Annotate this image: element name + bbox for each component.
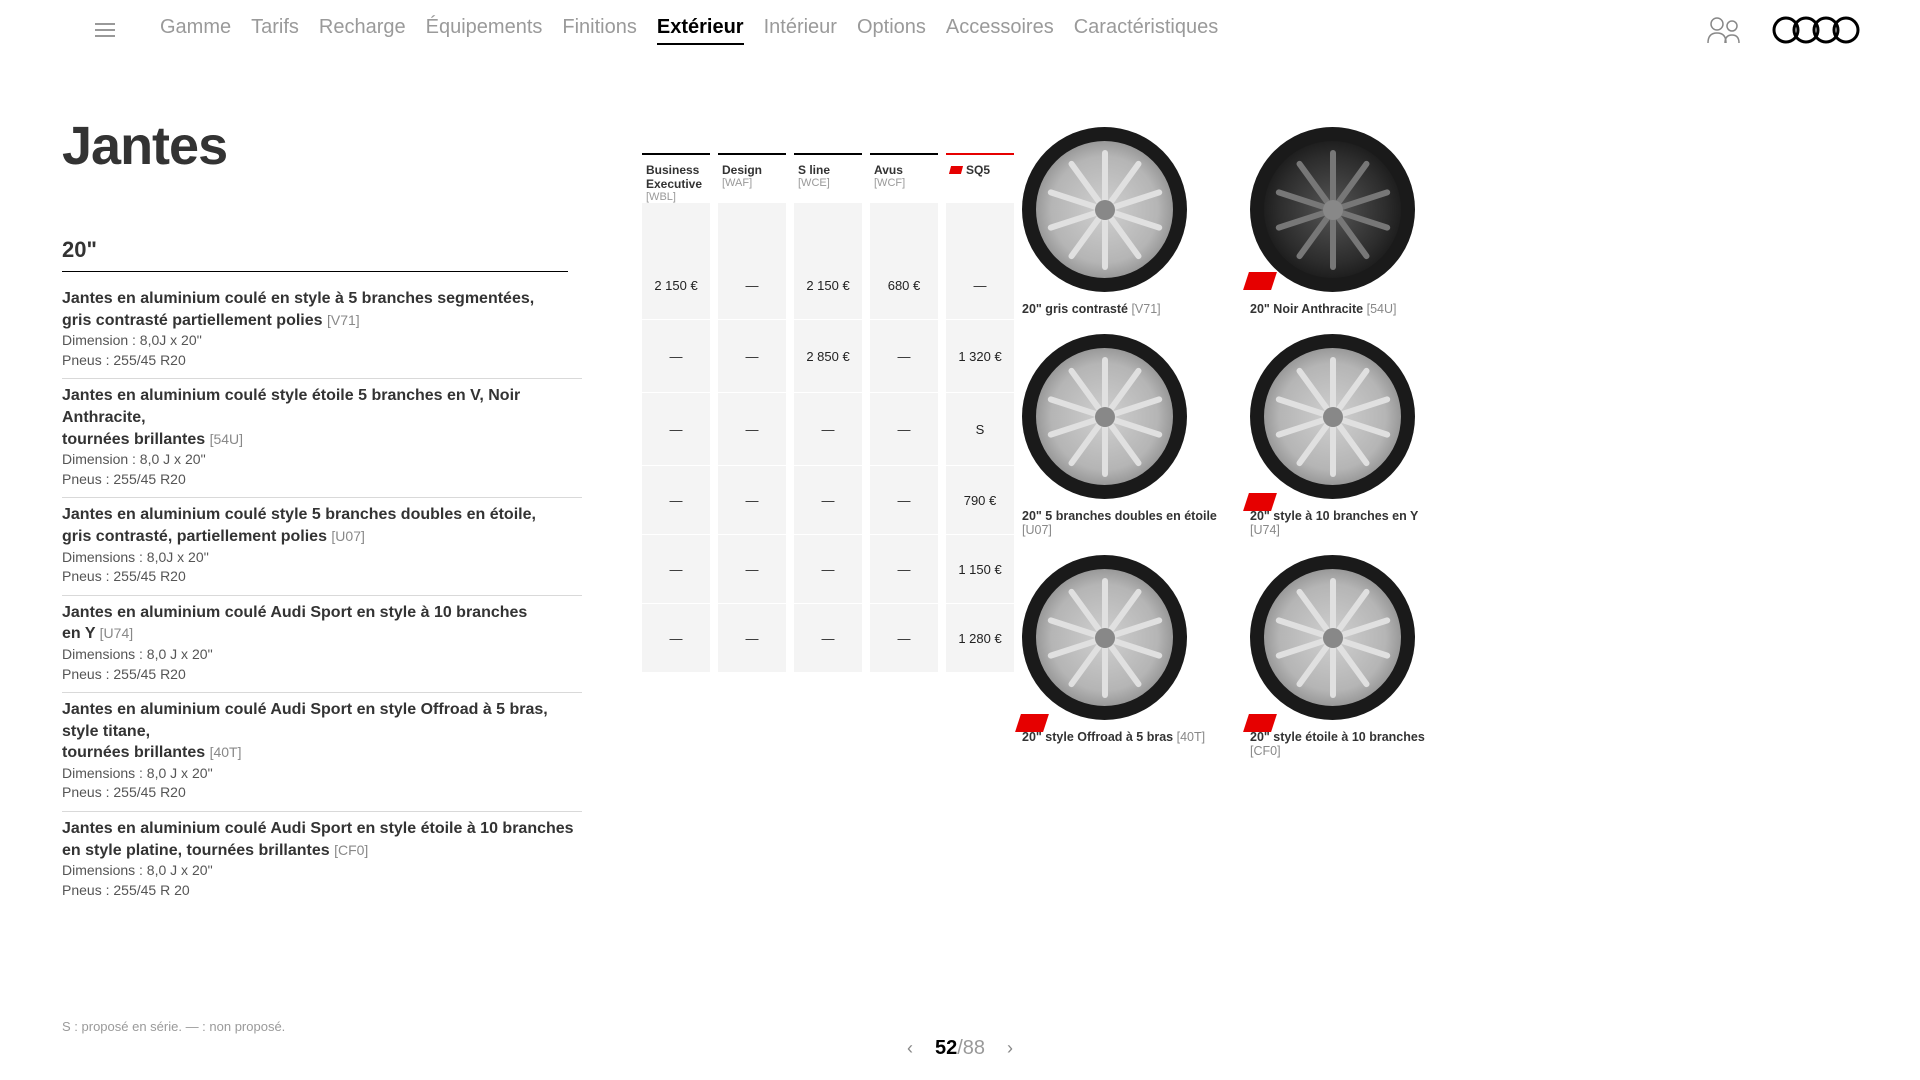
wheel-caption: 20" Noir Anthracite [54U] xyxy=(1250,302,1450,316)
price-cell: — xyxy=(870,466,938,534)
nav-item-accessoires[interactable]: Accessoires xyxy=(946,16,1054,45)
wheel-card: 20" 5 branches doubles en étoile [U07] xyxy=(1022,334,1222,537)
price-cell: — xyxy=(718,535,786,603)
wheel-image xyxy=(1250,127,1415,292)
page-indicator: 52/88 xyxy=(935,1037,985,1060)
option-row: Jantes en aluminium coulé en style à 5 b… xyxy=(62,282,582,379)
wheel-card: 20" gris contrasté [V71] xyxy=(1022,127,1222,316)
people-icon[interactable] xyxy=(1706,15,1742,45)
trim-header: S line[WCE] xyxy=(794,153,862,203)
nav-item-équipements[interactable]: Équipements xyxy=(426,16,543,45)
price-cell: — xyxy=(642,320,710,392)
wheel-caption: 20" gris contrasté [V71] xyxy=(1022,302,1222,316)
nav-item-caractéristiques[interactable]: Caractéristiques xyxy=(1074,16,1219,45)
current-page: 52 xyxy=(935,1037,957,1059)
price-cell: — xyxy=(794,604,862,672)
wheel-gallery: 20" gris contrasté [V71] 20" Noir Anthrac… xyxy=(1022,127,1450,758)
nav-item-gamme[interactable]: Gamme xyxy=(160,16,231,45)
nav-item-tarifs[interactable]: Tarifs xyxy=(251,16,299,45)
menu-icon[interactable] xyxy=(95,23,115,37)
sport-flag-icon xyxy=(1015,714,1049,732)
wheel-image xyxy=(1022,334,1187,499)
wheel-caption: 20" style étoile à 10 branches [CF0] xyxy=(1250,730,1450,758)
option-row: Jantes en aluminium coulé style 5 branch… xyxy=(62,498,582,595)
price-cell: 2 150 € xyxy=(642,251,710,319)
pager: ‹ 52/88 › xyxy=(907,1037,1013,1060)
size-underline xyxy=(62,271,568,272)
wheel-caption: 20" 5 branches doubles en étoile [U07] xyxy=(1022,509,1222,537)
price-cell: — xyxy=(642,535,710,603)
price-cell: — xyxy=(946,251,1014,319)
price-cell: 790 € xyxy=(946,466,1014,534)
price-cell: — xyxy=(642,604,710,672)
nav-item-intérieur[interactable]: Intérieur xyxy=(764,16,837,45)
wheel-image xyxy=(1022,555,1187,720)
price-cell: — xyxy=(870,604,938,672)
price-cell: — xyxy=(794,393,862,465)
price-cell: 1 320 € xyxy=(946,320,1014,392)
nav-items: Gamme Tarifs Recharge Équipements Finitions E… xyxy=(160,16,1218,45)
price-cell: 2 850 € xyxy=(794,320,862,392)
wheel-card: 20" style à 10 branches en Y [U74] xyxy=(1250,334,1450,537)
nav-item-recharge[interactable]: Recharge xyxy=(319,16,406,45)
price-cell: — xyxy=(870,320,938,392)
nav-item-options[interactable]: Options xyxy=(857,16,926,45)
sport-flag-icon xyxy=(1243,493,1277,511)
price-cell: — xyxy=(718,466,786,534)
trim-header: SQ5 xyxy=(946,153,1014,203)
price-cell: — xyxy=(870,393,938,465)
option-row: Jantes en aluminium coulé style étoile 5… xyxy=(62,379,582,498)
price-cell: — xyxy=(794,466,862,534)
wheel-card: 20" style étoile à 10 branches [CF0] xyxy=(1250,555,1450,758)
trim-column: BusinessExecutive[WBL]2 150 €————— xyxy=(642,153,710,673)
price-cell: — xyxy=(642,393,710,465)
legend-text: S : proposé en série. — : non proposé. xyxy=(62,1019,285,1034)
prev-page-icon[interactable]: ‹ xyxy=(907,1038,913,1059)
option-row: Jantes en aluminium coulé Audi Sport en … xyxy=(62,596,582,693)
option-row: Jantes en aluminium coulé Audi Sport en … xyxy=(62,693,582,812)
price-cell: 1 280 € xyxy=(946,604,1014,672)
price-columns: BusinessExecutive[WBL]2 150 €—————Design… xyxy=(642,153,1014,673)
page-content: Jantes BusinessExecutive[WBL]2 150 €————… xyxy=(62,115,1858,908)
description-column: Jantes en aluminium coulé en style à 5 b… xyxy=(62,282,582,908)
price-cell: — xyxy=(642,466,710,534)
trim-header: Design[WAF] xyxy=(718,153,786,203)
wheel-card: 20" style Offroad à 5 bras [40T] xyxy=(1022,555,1222,758)
price-cell: — xyxy=(718,393,786,465)
trim-header: Avus[WCF] xyxy=(870,153,938,203)
price-cell: 1 150 € xyxy=(946,535,1014,603)
option-row: Jantes en aluminium coulé Audi Sport en … xyxy=(62,812,582,908)
nav-item-finitions[interactable]: Finitions xyxy=(562,16,636,45)
wheel-card: 20" Noir Anthracite [54U] xyxy=(1250,127,1450,316)
wheel-image xyxy=(1250,334,1415,499)
price-cell: — xyxy=(870,535,938,603)
price-cell: — xyxy=(718,320,786,392)
price-cell: S xyxy=(946,393,1014,465)
price-cell: 2 150 € xyxy=(794,251,862,319)
nav-item-extérieur[interactable]: Extérieur xyxy=(657,16,744,45)
trim-header: BusinessExecutive[WBL] xyxy=(642,153,710,203)
audi-logo[interactable] xyxy=(1772,15,1860,45)
price-cell: — xyxy=(718,604,786,672)
trim-column: Avus[WCF]680 €————— xyxy=(870,153,938,673)
sport-flag-icon xyxy=(1243,714,1277,732)
top-nav: Gamme Tarifs Recharge Équipements Finitions E… xyxy=(0,0,1920,60)
trim-column: S line[WCE]2 150 €2 850 €———— xyxy=(794,153,862,673)
wheel-image xyxy=(1022,127,1187,292)
price-cell: — xyxy=(794,535,862,603)
trim-column: SQ5 —1 320 €S790 €1 150 €1 280 € xyxy=(946,153,1014,673)
price-cell: 680 € xyxy=(870,251,938,319)
price-cell: — xyxy=(718,251,786,319)
wheel-caption: 20" style à 10 branches en Y [U74] xyxy=(1250,509,1450,537)
wheel-image xyxy=(1250,555,1415,720)
wheel-caption: 20" style Offroad à 5 bras [40T] xyxy=(1022,730,1222,744)
sport-flag-icon xyxy=(1243,272,1277,290)
trim-column: Design[WAF]—————— xyxy=(718,153,786,673)
next-page-icon[interactable]: › xyxy=(1007,1038,1013,1059)
total-pages: /88 xyxy=(957,1037,985,1059)
